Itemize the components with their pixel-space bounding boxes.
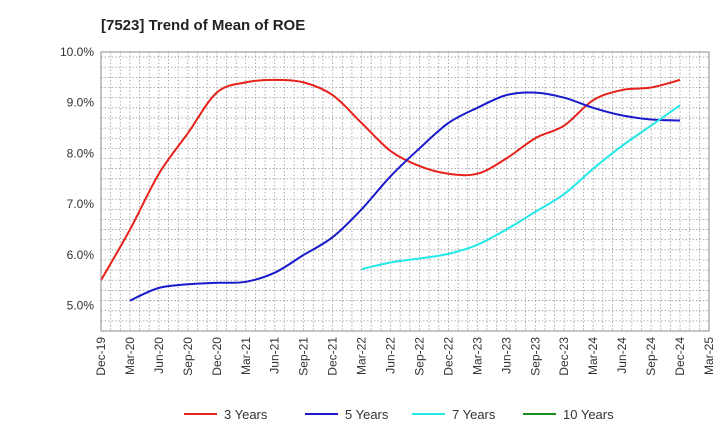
x-tick-label: Dec-23 xyxy=(557,337,571,376)
series-line-0 xyxy=(100,78,681,281)
x-tick-label: Jun-21 xyxy=(268,337,282,374)
plot-area-border xyxy=(100,51,710,332)
x-tick-label: Jun-20 xyxy=(152,337,166,374)
series-line-2 xyxy=(361,104,681,271)
y-tick-label: 9.0% xyxy=(67,96,95,110)
legend: 3 Years 5 Years 7 Years 10 Years xyxy=(184,407,614,422)
x-axis-ticks: Dec-19 Mar-20 Jun-20 Sep-20 Dec-20 Mar-21 Jun-… xyxy=(94,337,716,376)
y-tick-label: 8.0% xyxy=(67,146,95,160)
x-tick-label: Dec-21 xyxy=(326,337,340,376)
plot-series xyxy=(100,78,681,302)
x-tick-label: Mar-23 xyxy=(470,337,484,375)
x-tick-label: Dec-19 xyxy=(94,337,108,376)
x-tick-label: Sep-21 xyxy=(297,337,311,376)
x-tick-label: Jun-23 xyxy=(499,337,513,374)
x-tick-label: Mar-25 xyxy=(702,337,716,375)
x-tick-label: Sep-23 xyxy=(528,337,542,376)
y-axis-ticks: 5.0% 6.0% 7.0% 8.0% 9.0% 10.0% xyxy=(60,45,94,313)
x-tick-label: Mar-22 xyxy=(355,337,369,375)
legend-label-1: 5 Years xyxy=(345,407,389,422)
x-tick-label: Mar-24 xyxy=(586,337,600,375)
x-tick-label: Dec-24 xyxy=(673,337,687,376)
legend-label-3: 10 Years xyxy=(563,407,614,422)
x-tick-label: Sep-24 xyxy=(644,337,658,376)
series-line-1 xyxy=(129,91,681,302)
x-tick-label: Mar-20 xyxy=(123,337,137,375)
legend-label-0: 3 Years xyxy=(224,407,268,422)
chart-title: [7523] Trend of Mean of ROE xyxy=(101,17,305,34)
plot-grid xyxy=(100,52,710,332)
legend-label-2: 7 Years xyxy=(452,407,496,422)
x-tick-label: Jun-22 xyxy=(384,337,398,374)
y-tick-label: 7.0% xyxy=(67,197,95,211)
x-tick-label: Sep-22 xyxy=(412,337,426,376)
y-tick-label: 10.0% xyxy=(60,45,94,59)
x-tick-label: Dec-22 xyxy=(441,337,455,376)
x-tick-label: Mar-21 xyxy=(239,337,253,375)
x-tick-label: Jun-24 xyxy=(615,337,629,374)
y-tick-label: 6.0% xyxy=(67,248,95,262)
x-tick-label: Dec-20 xyxy=(210,337,224,376)
y-tick-label: 5.0% xyxy=(67,299,95,313)
x-tick-label: Sep-20 xyxy=(181,337,195,376)
